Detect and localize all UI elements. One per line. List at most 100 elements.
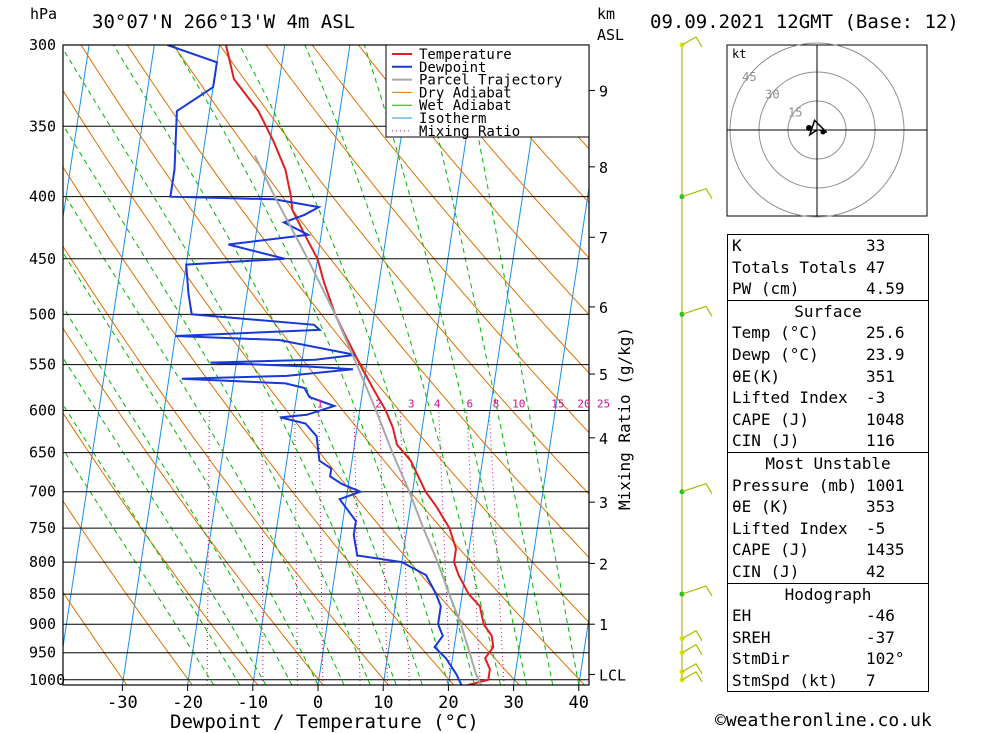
legend-entry: Dry Adiabat — [419, 85, 512, 101]
index-row: CIN (J) 42 — [728, 561, 928, 583]
legend-entry: Isotherm — [419, 111, 486, 127]
x-tick-label: -20 — [172, 693, 203, 713]
index-label: K — [732, 236, 742, 255]
hodograph-unit: kt — [732, 47, 746, 61]
km-axis-ticks: 1 2 3 4 5 6 7 8 9 LCL — [589, 82, 626, 684]
mixing-ratio-line — [399, 410, 410, 685]
wind-barb — [681, 670, 703, 683]
pressure-tick-label: 650 — [29, 444, 56, 462]
km-tick-label: 6 — [599, 299, 608, 317]
index-row: θE (K) 353 — [728, 496, 928, 518]
index-label: SREH — [732, 627, 771, 647]
index-label: CIN (J) — [732, 431, 800, 451]
dewpoint-line — [167, 45, 463, 685]
pressure-tick-label: 600 — [29, 401, 56, 419]
asl-unit-label: ASL — [597, 26, 625, 44]
dry-adiabat-line — [63, 500, 193, 685]
dry-adiabat-line — [173, 45, 589, 559]
index-row: Lifted Index -3 — [728, 387, 928, 409]
index-label: θE (K) — [732, 497, 790, 517]
wind-barb — [681, 643, 703, 656]
dry-adiabat-line — [63, 591, 128, 685]
index-label: EH — [732, 606, 752, 626]
index-value: 351 — [866, 366, 895, 386]
index-value: -3 — [866, 388, 886, 408]
pressure-tick-label: 500 — [29, 305, 56, 323]
hodograph: kt 15 30 45 — [726, 42, 928, 218]
index-value: -5 — [866, 518, 886, 538]
hodograph-point — [820, 129, 826, 135]
isotherm-line — [0, 45, 24, 685]
km-tick-label: 8 — [599, 159, 608, 177]
wet-adiabat-line — [63, 306, 293, 685]
hodograph-title: Hodograph — [784, 584, 872, 604]
mixing-ratio-line — [206, 410, 210, 685]
index-label: θE(K) — [732, 366, 781, 386]
hodograph-ring-label: 45 — [742, 70, 756, 84]
wet-adiabat-line — [415, 45, 554, 685]
index-row: CAPE (J) 1435 — [728, 539, 928, 561]
index-row: CIN (J) 116 — [728, 430, 928, 452]
km-tick-label: LCL — [599, 666, 626, 684]
hodograph-ring-label: 30 — [765, 88, 779, 102]
mixing-ratio-label: 25 — [597, 397, 610, 410]
index-label: PW (cm) — [732, 279, 800, 299]
hodograph-ring-label: 15 — [788, 105, 802, 119]
index-label: CIN (J) — [732, 561, 800, 581]
legend-entry: Parcel Trajectory — [419, 73, 562, 89]
pressure-tick-label: 1000 — [29, 671, 65, 689]
location-title: 30°07'N 266°13'W 4m ASL — [92, 11, 356, 33]
wind-barb — [681, 662, 703, 675]
km-tick-label: 1 — [599, 616, 608, 634]
pressure-tick-label: 950 — [29, 644, 56, 662]
index-value: 1048 — [866, 409, 905, 429]
dry-adiabat-line — [126, 45, 589, 624]
wind-barb — [681, 305, 713, 317]
wind-barb — [681, 482, 713, 495]
hodograph-section: Hodograph EH -46 SREH -37 StmDir 102° StmSpd (… — [728, 582, 928, 692]
index-row: θE(K) 351 — [728, 366, 928, 388]
pressure-unit-label: hPa — [30, 5, 58, 23]
index-label: Lifted Index — [732, 518, 848, 538]
dry-adiabat-line — [358, 45, 589, 316]
index-label: Temp (°C) — [732, 323, 819, 343]
mixing-ratio-label: 6 — [467, 397, 474, 410]
index-row: Totals Totals 47 — [728, 257, 928, 279]
pressure-level-lines: 300 350 400 450 500 550 600 650 700 750 800 850 900 9… — [29, 36, 589, 689]
index-row: Dewp (°C) 23.9 — [728, 344, 928, 366]
dry-adiabat-line — [265, 45, 589, 434]
wet-adiabat-line — [113, 45, 423, 685]
index-value: -46 — [866, 606, 895, 626]
wet-adiabat-line — [63, 251, 319, 685]
wind-barb — [681, 585, 713, 597]
index-value: 1001 — [866, 475, 905, 495]
surface-section: Surface Temp (°C) 25.6 Dewp (°C) 23.9 θE(K) 3… — [728, 299, 928, 452]
index-row: SREH -37 — [728, 627, 928, 649]
wet-adiabat-line — [63, 191, 345, 685]
mixing-ratio-label: 1 — [317, 397, 324, 410]
km-tick-label: 2 — [599, 555, 608, 573]
pressure-tick-label: 800 — [29, 553, 56, 571]
x-tick-label: 0 — [313, 693, 323, 713]
pressure-tick-label: 700 — [29, 483, 56, 501]
mixing-ratio-label: 10 — [512, 397, 525, 410]
index-label: Pressure (mb) — [732, 475, 858, 495]
km-tick-label: 9 — [599, 82, 608, 100]
index-row: K 33 — [728, 235, 928, 257]
wind-barb — [681, 629, 703, 641]
mixing-ratio-label: 20 — [577, 397, 590, 410]
mixing-ratio-label: 3 — [408, 397, 415, 410]
index-value: 7 — [866, 670, 876, 690]
mixing-ratio-label: 4 — [434, 397, 441, 410]
most-unstable-title: Most Unstable — [765, 453, 891, 473]
pressure-tick-label: 900 — [29, 615, 56, 633]
indices-section: K 33 Totals Totals 47 PW (cm) 4.59 — [728, 235, 928, 300]
dry-adiabat-line — [311, 45, 589, 374]
km-tick-label: 7 — [599, 229, 608, 247]
sounding-series — [167, 45, 495, 685]
legend-box — [385, 44, 590, 138]
index-row: StmDir 102° — [728, 648, 928, 670]
dry-adiabat-line — [404, 45, 589, 259]
index-value: 42 — [866, 561, 886, 581]
